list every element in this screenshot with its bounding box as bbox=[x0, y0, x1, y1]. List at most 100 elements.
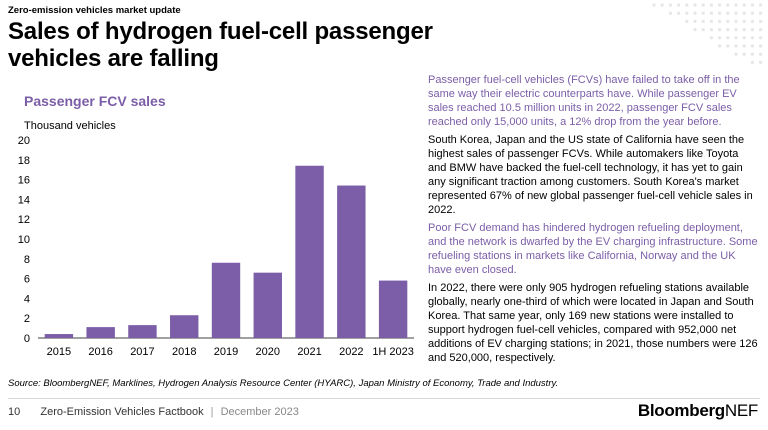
decorative-dot bbox=[759, 36, 763, 40]
decorative-dot bbox=[709, 36, 713, 40]
y-axis-label: Thousand vehicles bbox=[24, 120, 116, 132]
decorative-dot bbox=[709, 11, 713, 15]
x-tick-label: 2021 bbox=[297, 346, 321, 358]
page-number: 10 bbox=[8, 406, 21, 418]
y-tick-label: 20 bbox=[18, 135, 30, 147]
decorative-dot bbox=[677, 3, 681, 7]
bar-2020 bbox=[253, 272, 282, 338]
y-tick-label: 0 bbox=[24, 333, 30, 345]
decorative-dot bbox=[734, 3, 738, 7]
decorative-dot bbox=[742, 3, 746, 7]
bar-2018 bbox=[170, 315, 199, 338]
y-tick-label: 12 bbox=[18, 214, 30, 226]
x-tick-label: 2018 bbox=[172, 346, 196, 358]
decorative-dot bbox=[734, 44, 738, 48]
commentary-paragraph-1: Passenger fuel-cell vehicles (FCVs) have… bbox=[428, 74, 740, 128]
decorative-dot bbox=[718, 28, 722, 32]
y-tick-label: 2 bbox=[24, 313, 30, 325]
commentary-paragraph-3: Poor FCV demand has hindered hydrogen re… bbox=[428, 222, 758, 276]
x-tick-label: 2019 bbox=[214, 346, 238, 358]
bar-2017 bbox=[128, 325, 157, 338]
decorative-dot bbox=[718, 3, 722, 7]
bar-2015 bbox=[44, 334, 74, 338]
decorative-dot bbox=[750, 19, 754, 23]
y-tick-label: 4 bbox=[24, 293, 30, 305]
decorative-dot bbox=[677, 11, 681, 15]
decorative-dot bbox=[750, 44, 754, 48]
x-tick-label: 1H 2023 bbox=[372, 346, 414, 358]
decorative-dot bbox=[726, 44, 730, 48]
x-tick-label: 2020 bbox=[256, 346, 280, 358]
decorative-dot bbox=[660, 3, 664, 7]
decorative-dot bbox=[734, 28, 738, 32]
document-date: December 2023 bbox=[220, 406, 299, 418]
decorative-dot bbox=[668, 11, 672, 15]
commentary: Passenger fuel-cell vehicles (FCVs) have… bbox=[428, 73, 758, 369]
decorative-dot bbox=[750, 11, 754, 15]
decorative-dot bbox=[718, 36, 722, 40]
bar-chart: 0 2 4 6 8 10 12 14 16 18 20 2015 2016 2017 2018 2019 202… bbox=[18, 135, 414, 358]
decorative-dot bbox=[693, 11, 697, 15]
decorative-dot bbox=[693, 28, 697, 32]
x-tick-label: 2015 bbox=[47, 346, 71, 358]
decorative-dot bbox=[734, 36, 738, 40]
commentary-paragraph-4: In 2022, there were only 905 hydrogen re… bbox=[428, 282, 758, 364]
decorative-dot bbox=[734, 52, 738, 56]
decorative-dot bbox=[759, 44, 763, 48]
decorative-dot bbox=[742, 28, 746, 32]
decorative-dot bbox=[759, 52, 763, 56]
bar-2016 bbox=[86, 327, 115, 338]
decorative-dot bbox=[709, 3, 713, 7]
decorative-dot bbox=[750, 52, 754, 56]
footer: 10 Zero-Emission Vehicles Factbook | Dec… bbox=[8, 406, 299, 418]
x-tick-label: 2022 bbox=[339, 346, 363, 358]
decorative-dot bbox=[709, 28, 713, 32]
decorative-dot bbox=[709, 19, 713, 23]
decorative-dot bbox=[759, 19, 763, 23]
decorative-dot bbox=[742, 36, 746, 40]
decorative-dot bbox=[726, 11, 730, 15]
decorative-dot bbox=[685, 19, 689, 23]
y-tick-label: 18 bbox=[18, 155, 30, 167]
decorative-dot-pattern bbox=[652, 3, 763, 64]
decorative-dot bbox=[750, 36, 754, 40]
decorative-dot bbox=[750, 60, 754, 64]
decorative-dot bbox=[742, 19, 746, 23]
decorative-dot bbox=[759, 28, 763, 32]
decorative-dot bbox=[759, 3, 763, 7]
x-tick-label: 2017 bbox=[130, 346, 154, 358]
decorative-dot bbox=[734, 19, 738, 23]
y-tick-label: 14 bbox=[18, 194, 30, 206]
bloombergnef-logo: BloombergNEF bbox=[637, 401, 758, 420]
decorative-dot bbox=[742, 11, 746, 15]
decorative-dot bbox=[701, 28, 705, 32]
decorative-dot bbox=[685, 3, 689, 7]
document-title: Zero-Emission Vehicles Factbook bbox=[40, 406, 204, 418]
bar-1h-2023 bbox=[378, 280, 408, 338]
footer-divider bbox=[8, 398, 760, 399]
decorative-dot bbox=[726, 19, 730, 23]
y-tick-label: 6 bbox=[24, 274, 30, 286]
decorative-dot bbox=[759, 60, 763, 64]
section-kicker: Zero-emission vehicles market update bbox=[8, 5, 181, 16]
decorative-dot bbox=[750, 28, 754, 32]
y-tick-label: 10 bbox=[18, 234, 30, 246]
decorative-dot bbox=[701, 3, 705, 7]
decorative-dot bbox=[701, 11, 705, 15]
bar-2022 bbox=[337, 185, 366, 338]
bar-2021 bbox=[295, 165, 324, 338]
source-note: Source: BloombergNEF, Marklines, Hydroge… bbox=[8, 378, 559, 389]
decorative-dot bbox=[742, 52, 746, 56]
decorative-dot bbox=[759, 11, 763, 15]
page-title: Sales of hydrogen fuel-cell passenger ve… bbox=[8, 18, 433, 72]
decorative-dot bbox=[734, 11, 738, 15]
commentary-paragraph-2: South Korea, Japan and the US state of C… bbox=[428, 134, 753, 216]
decorative-dot bbox=[693, 19, 697, 23]
x-tick-label: 2016 bbox=[88, 346, 112, 358]
decorative-dot bbox=[652, 3, 656, 7]
y-tick-label: 8 bbox=[24, 254, 30, 266]
decorative-dot bbox=[742, 44, 746, 48]
y-tick-label: 16 bbox=[18, 175, 30, 187]
decorative-dot bbox=[718, 11, 722, 15]
footer-separator: | bbox=[210, 406, 214, 418]
